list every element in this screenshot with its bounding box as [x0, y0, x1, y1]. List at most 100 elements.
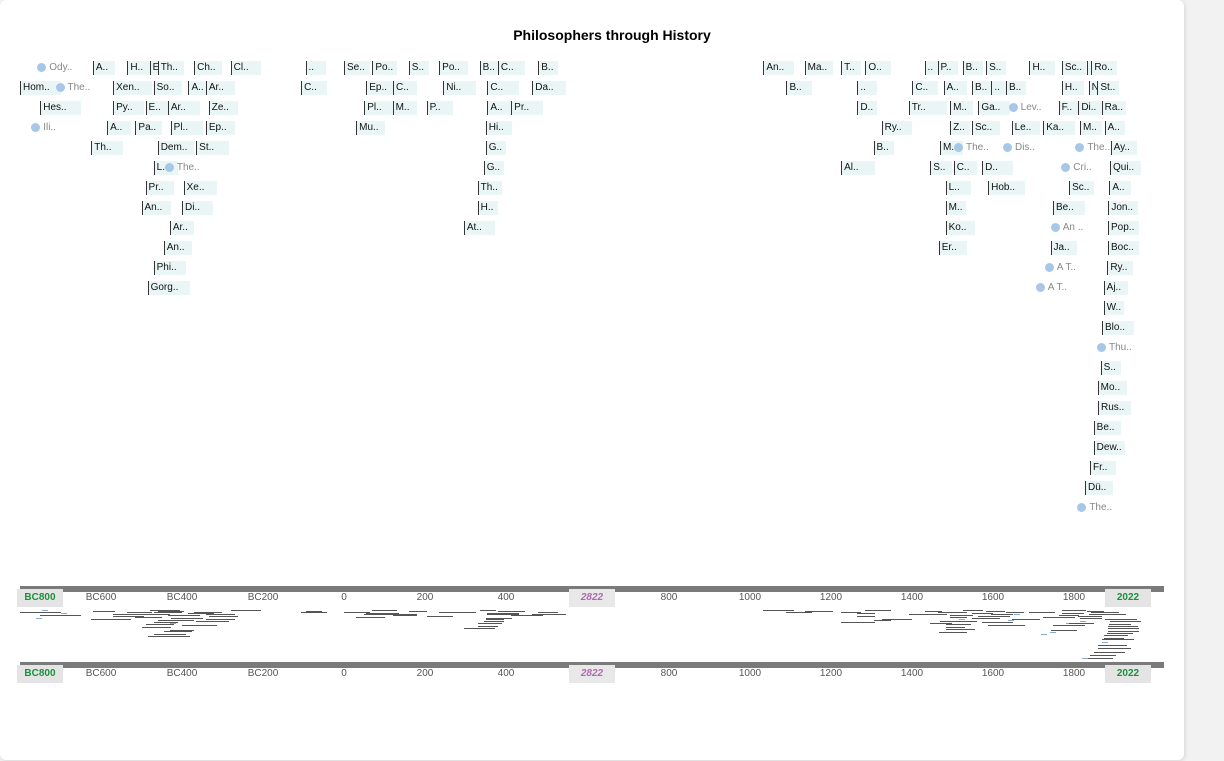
timeline-event[interactable]: Th.. [157, 61, 184, 75]
timeline-event[interactable]: M.. [1080, 121, 1102, 135]
timeline-event[interactable]: C.. [953, 161, 977, 175]
timeline-event[interactable]: Thu.. [1096, 341, 1132, 355]
timeline-event[interactable]: Cri.. [1060, 161, 1092, 175]
timeline-event[interactable]: A T.. [1044, 261, 1076, 275]
timeline-event[interactable]: A.. [487, 101, 519, 115]
timeline-event[interactable]: Hob.. [988, 181, 1025, 195]
timeline-event[interactable]: Z.. [950, 121, 971, 135]
timeline-event[interactable]: Sc.. [1061, 61, 1086, 75]
timeline-event[interactable]: M.. [392, 101, 417, 115]
timeline-event[interactable]: Ili.. [30, 121, 56, 135]
timeline-event[interactable]: So.. [153, 81, 183, 95]
timeline-event[interactable]: Ep.. [366, 81, 399, 95]
timeline-event[interactable]: Xe.. [183, 181, 217, 195]
timeline-event[interactable]: L.. [945, 181, 972, 195]
timeline-event[interactable]: Hom.. [20, 81, 61, 95]
timeline-event[interactable]: Be.. [1093, 421, 1121, 435]
timeline-event[interactable]: Dem.. [157, 141, 195, 155]
timeline-event[interactable]: .. [305, 61, 326, 75]
timeline-event[interactable]: Pl.. [170, 121, 204, 135]
timeline-event[interactable]: Le.. [1011, 121, 1040, 135]
timeline-event[interactable]: The.. [55, 81, 90, 95]
timeline-event[interactable]: Hes.. [40, 101, 81, 115]
timeline-event[interactable]: Th.. [477, 181, 502, 195]
timeline-event[interactable]: Xen.. [113, 81, 152, 95]
timeline-event[interactable]: M.. [950, 101, 973, 115]
timeline-event[interactable]: D.. [857, 101, 878, 115]
timeline-event[interactable]: Po.. [439, 61, 468, 75]
timeline-event[interactable]: An.. [163, 241, 193, 255]
timeline-event[interactable]: O.. [865, 61, 891, 75]
timeline-event[interactable]: H.. [1029, 61, 1056, 75]
timeline-event[interactable]: Ko.. [945, 221, 975, 235]
timeline-event[interactable]: C.. [487, 81, 519, 95]
timeline-event[interactable]: Sc.. [1069, 181, 1094, 195]
timeline-event[interactable]: Pl.. [364, 101, 395, 115]
timeline-event[interactable]: P.. [937, 61, 958, 75]
timeline-event[interactable]: A.. [107, 121, 132, 135]
timeline-event[interactable]: A T.. [1035, 281, 1067, 295]
timeline-event[interactable]: Da.. [532, 81, 567, 95]
timeline-event[interactable]: Py.. [113, 101, 144, 115]
timeline-event[interactable]: T.. [841, 61, 862, 75]
timeline-event[interactable]: Jon.. [1108, 201, 1139, 215]
timeline-event[interactable]: Ay.. [1110, 141, 1137, 155]
timeline-event[interactable]: Blo.. [1102, 321, 1134, 335]
timeline-event[interactable]: Ni.. [443, 81, 476, 95]
timeline-event[interactable]: Boc.. [1108, 241, 1139, 255]
timeline-event[interactable]: Mo.. [1097, 381, 1128, 395]
timeline-event[interactable]: Ro.. [1091, 61, 1118, 75]
timeline-event[interactable]: B.. [873, 141, 894, 155]
timeline-event[interactable]: Gorg.. [147, 281, 191, 295]
timeline-event[interactable]: The.. [1074, 141, 1110, 155]
timeline-event[interactable]: Pr.. [145, 181, 174, 195]
timeline-event[interactable]: H.. [127, 61, 152, 75]
timeline-event[interactable]: S.. [930, 161, 953, 175]
timeline-event[interactable]: Ch.. [194, 61, 223, 75]
timeline-event[interactable]: Ar.. [205, 81, 235, 95]
timeline-event[interactable]: Fr.. [1090, 461, 1116, 475]
timeline-event[interactable]: Dis.. [1002, 141, 1035, 155]
timeline-event[interactable]: Aj.. [1103, 281, 1128, 295]
timeline-event[interactable]: .. [857, 81, 878, 95]
timeline-event[interactable]: W.. [1103, 301, 1125, 315]
timeline-event[interactable]: St.. [196, 141, 229, 155]
timeline-event[interactable]: H.. [1061, 81, 1085, 95]
timeline-event[interactable]: Al.. [841, 161, 875, 175]
timeline-event[interactable]: Ma.. [804, 61, 833, 75]
timeline-event[interactable]: Cl.. [230, 61, 261, 75]
timeline-event[interactable]: C.. [393, 81, 417, 95]
timeline-event[interactable]: Rus.. [1098, 401, 1131, 415]
timeline-event[interactable]: A.. [92, 61, 116, 75]
timeline-event[interactable]: Hi.. [485, 121, 513, 135]
timeline-event[interactable]: S.. [986, 61, 1007, 75]
timeline-event[interactable]: Ar.. [169, 221, 195, 235]
timeline-event[interactable]: Di.. [182, 201, 214, 215]
timeline-event[interactable]: S.. [408, 61, 429, 75]
timeline-event[interactable]: B.. [786, 81, 812, 95]
timeline-event[interactable]: The.. [164, 161, 200, 175]
timeline-event[interactable]: Be.. [1052, 201, 1085, 215]
timeline-event[interactable]: Tr.. [908, 101, 947, 115]
timeline-event[interactable]: Th.. [91, 141, 123, 155]
timeline-event[interactable]: B.. [479, 61, 500, 75]
timeline-event[interactable]: S.. [1100, 361, 1121, 375]
timeline-event[interactable]: An.. [141, 201, 171, 215]
timeline-event[interactable]: Lev.. [1008, 101, 1042, 115]
timeline-event[interactable]: Ar.. [167, 101, 200, 115]
timeline-event[interactable]: An.. [763, 61, 795, 75]
timeline-event[interactable]: B.. [971, 81, 993, 95]
timeline-event[interactable]: Pr.. [511, 101, 543, 115]
timeline-event[interactable]: Dew.. [1093, 441, 1125, 455]
timeline-event[interactable]: A.. [1104, 121, 1125, 135]
timeline-event[interactable]: Ka.. [1043, 121, 1076, 135]
timeline-event[interactable]: The.. [1076, 501, 1112, 515]
timeline-event[interactable]: Ep.. [205, 121, 235, 135]
timeline-event[interactable]: Phi.. [153, 261, 187, 275]
timeline-event[interactable]: B.. [962, 61, 983, 75]
timeline-event[interactable]: A.. [943, 81, 967, 95]
timeline-event[interactable]: An .. [1050, 221, 1083, 235]
timeline-event[interactable]: The.. [953, 141, 989, 155]
timeline-event[interactable]: Ze.. [208, 101, 238, 115]
timeline-event[interactable]: E.. [145, 101, 170, 115]
